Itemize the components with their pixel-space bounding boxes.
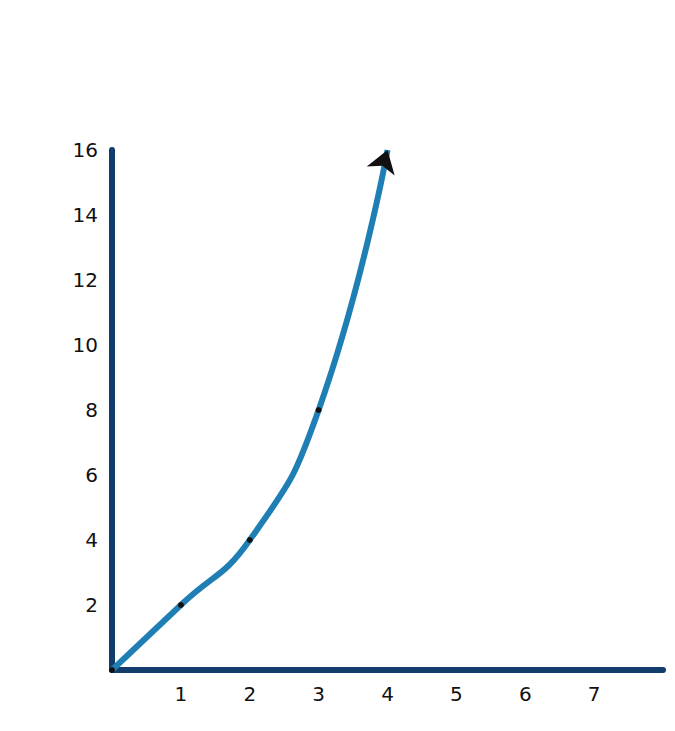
svg-text:1: 1 <box>175 682 188 706</box>
svg-text:2: 2 <box>85 593 98 617</box>
svg-text:8: 8 <box>85 398 98 422</box>
svg-text:2: 2 <box>243 682 256 706</box>
svg-text:6: 6 <box>519 682 532 706</box>
svg-text:4: 4 <box>85 528 98 552</box>
svg-text:12: 12 <box>73 268 98 292</box>
svg-text:14: 14 <box>73 203 98 227</box>
svg-text:16: 16 <box>73 138 98 162</box>
svg-text:6: 6 <box>85 463 98 487</box>
svg-text:7: 7 <box>588 682 601 706</box>
svg-text:4: 4 <box>381 682 394 706</box>
svg-text:10: 10 <box>73 333 98 357</box>
svg-text:5: 5 <box>450 682 463 706</box>
svg-text:3: 3 <box>312 682 325 706</box>
